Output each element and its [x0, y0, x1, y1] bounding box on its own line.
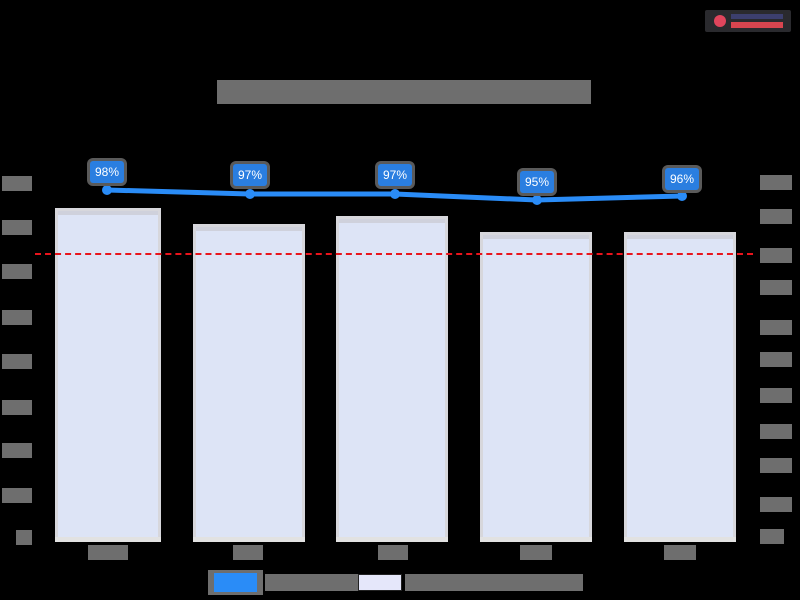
- brand-logo: [705, 10, 791, 32]
- chart-title: [illegible title]: [217, 80, 591, 104]
- bar-5-base: [624, 537, 736, 542]
- x-axis-label: [illegible]: [664, 545, 696, 560]
- bar-2: [193, 224, 305, 542]
- x-axis-label: [illegible]: [88, 545, 128, 560]
- right-axis-tick-label: [illegible]: [760, 388, 792, 403]
- reference-line: [35, 253, 753, 255]
- right-axis-tick-label: [illegible]: [760, 424, 792, 439]
- bar-3: [336, 216, 448, 542]
- left-axis-tick-label: [illegible]: [2, 400, 32, 415]
- bar-1: [55, 208, 161, 542]
- right-axis-tick-label: [illegible]: [760, 209, 792, 224]
- data-label: 96%: [665, 168, 699, 190]
- data-label: 95%: [520, 171, 554, 193]
- left-axis-tick-label: [illegible]: [2, 264, 32, 279]
- bar-4-base: [480, 537, 592, 542]
- bar-3-base: [336, 537, 448, 542]
- right-axis-tick-label: [illegible]: [760, 352, 792, 367]
- legend-swatch-bar: [358, 574, 402, 591]
- right-axis-tick-label: [illegible]: [760, 175, 792, 190]
- right-axis-tick-label: [illegible]: [760, 280, 792, 295]
- right-axis-tick-label: [illegible]: [760, 529, 784, 544]
- data-label: 97%: [378, 164, 412, 186]
- left-axis-tick-label: [illegible]: [2, 176, 32, 191]
- right-axis-tick-label: [illegible]: [760, 458, 792, 473]
- logo-text-top: [731, 14, 783, 19]
- left-axis-tick-label: [illegible]: [2, 488, 32, 503]
- right-axis-tick-label: [illegible]: [760, 248, 792, 263]
- legend-label-line: [illegible legend label 1]: [265, 574, 358, 591]
- legend-swatch-line: [208, 570, 263, 595]
- left-axis-tick-label: [illegible]: [2, 443, 32, 458]
- left-axis-tick-label: [illegible]: [16, 530, 32, 545]
- legend: [illegible legend label 1] [illegible le…: [208, 570, 583, 595]
- bar-1-base: [55, 537, 161, 542]
- x-axis-label: 2022: [520, 545, 552, 560]
- data-label: 97%: [233, 164, 267, 186]
- left-axis-tick-label: [illegible]: [2, 220, 32, 235]
- legend-label-bar: [illegible legend label 2]: [405, 574, 583, 591]
- logo-mark-icon: [714, 15, 726, 27]
- x-axis-label: [illegible]: [233, 545, 263, 560]
- left-axis-tick-label: [illegible]: [2, 310, 32, 325]
- bar-4: [480, 232, 592, 542]
- right-axis-tick-label: [illegible]: [760, 497, 792, 512]
- x-axis-label: [illegible]: [378, 545, 408, 560]
- data-label: 98%: [90, 161, 124, 183]
- logo-text-bottom: [731, 22, 783, 28]
- left-axis-tick-label: [illegible]: [2, 354, 32, 369]
- right-axis-tick-label: [illegible]: [760, 320, 792, 335]
- bar-2-base: [193, 537, 305, 542]
